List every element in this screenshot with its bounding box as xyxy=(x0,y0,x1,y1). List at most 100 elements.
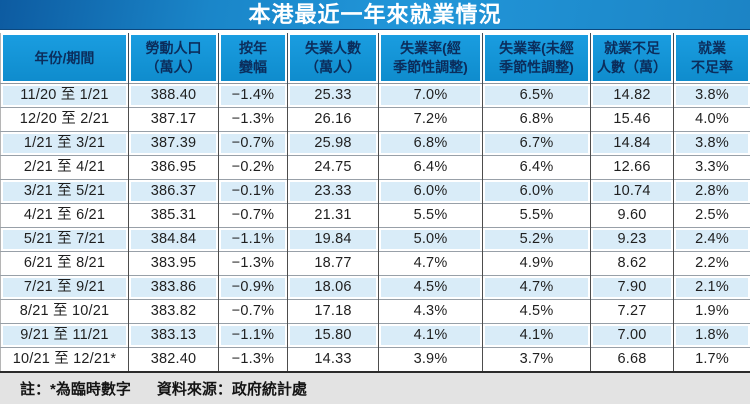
header-row: 年份/期間 勞動人口 （萬人） 按年 變幅 失業人數 （萬人） 失業率(經 季節性調整)… xyxy=(0,33,750,84)
header-cell: 年份/期間 xyxy=(0,33,129,84)
table-cell: −1.1% xyxy=(218,323,288,348)
table-cell: 8.62 xyxy=(590,251,674,276)
table-cell: −0.1% xyxy=(218,179,288,204)
table-cell: 2.4% xyxy=(673,227,750,252)
table-cell: 388.40 xyxy=(128,83,219,108)
table-cell: 7.27 xyxy=(590,299,674,324)
table-cell: −0.2% xyxy=(218,155,288,180)
table-cell: 3.3% xyxy=(673,155,750,180)
table-cell: 6.4% xyxy=(378,155,483,180)
header-cell: 就業不足 人數（萬） xyxy=(590,33,674,84)
table-row: 3/21 至 5/21 386.37 −0.1% 23.33 6.0% 6.0% 10.74… xyxy=(0,179,750,204)
header-cell: 就業 不足率 xyxy=(673,33,750,84)
table-cell: 1.9% xyxy=(673,299,750,324)
table-cell: 4/21 至 6/21 xyxy=(0,203,129,228)
table-cell: 382.40 xyxy=(128,347,219,372)
table-cell: 23.33 xyxy=(287,179,379,204)
page-title: 本港最近一年來就業情況 xyxy=(248,1,502,27)
table-cell: 4.5% xyxy=(378,275,483,300)
table-row: 2/21 至 4/21 386.95 −0.2% 24.75 6.4% 6.4% 12.66… xyxy=(0,155,750,180)
table-cell: 17.18 xyxy=(287,299,379,324)
table-cell: 3.9% xyxy=(378,347,483,372)
table-cell: 7.2% xyxy=(378,107,483,132)
table-cell: 5/21 至 7/21 xyxy=(0,227,129,252)
table-header: 年份/期間 勞動人口 （萬人） 按年 變幅 失業人數 （萬人） 失業率(經 季節性調整)… xyxy=(0,33,750,84)
table-cell: −1.3% xyxy=(218,347,288,372)
table-cell: 383.82 xyxy=(128,299,219,324)
table-row: 5/21 至 7/21 384.84 −1.1% 19.84 5.0% 5.2% 9.23 2… xyxy=(0,227,750,252)
table-row: 11/20 至 1/21 388.40 −1.4% 25.33 7.0% 6.5% 14.8… xyxy=(0,83,750,108)
table-cell: 19.84 xyxy=(287,227,379,252)
table-cell: 18.06 xyxy=(287,275,379,300)
table-cell: 4.7% xyxy=(378,251,483,276)
table-footer: 註：*為臨時數字 資料來源：政府統計處 xyxy=(0,373,750,404)
table-cell: 7.90 xyxy=(590,275,674,300)
table-cell: 2.5% xyxy=(673,203,750,228)
table-cell: 3/21 至 5/21 xyxy=(0,179,129,204)
table-cell: −0.7% xyxy=(218,203,288,228)
table-cell: 383.95 xyxy=(128,251,219,276)
table-cell: 4.9% xyxy=(482,251,591,276)
table-cell: 5.5% xyxy=(378,203,483,228)
table-cell: 6.8% xyxy=(482,107,591,132)
table-cell: 6/21 至 8/21 xyxy=(0,251,129,276)
table-cell: 387.17 xyxy=(128,107,219,132)
table-cell: 383.13 xyxy=(128,323,219,348)
table-cell: 18.77 xyxy=(287,251,379,276)
table-cell: −1.1% xyxy=(218,227,288,252)
table-cell: 5.5% xyxy=(482,203,591,228)
table-cell: −1.3% xyxy=(218,251,288,276)
table-row: 12/20 至 2/21 387.17 −1.3% 26.16 7.2% 6.8% 15.4… xyxy=(0,107,750,132)
table-cell: 4.0% xyxy=(673,107,750,132)
table-row: 4/21 至 6/21 385.31 −0.7% 21.31 5.5% 5.5% 9.60 2… xyxy=(0,203,750,228)
table-cell: 386.95 xyxy=(128,155,219,180)
table-cell: 14.82 xyxy=(590,83,674,108)
table-cell: 2.1% xyxy=(673,275,750,300)
header-cell: 失業人數 （萬人） xyxy=(287,33,379,84)
title-bar: 本港最近一年來就業情況 xyxy=(0,0,750,30)
table-cell: 4.7% xyxy=(482,275,591,300)
table-cell: 14.84 xyxy=(590,131,674,156)
table-cell: 12/20 至 2/21 xyxy=(0,107,129,132)
table-cell: 9.60 xyxy=(590,203,674,228)
table-cell: 385.31 xyxy=(128,203,219,228)
table-cell: 8/21 至 10/21 xyxy=(0,299,129,324)
table-cell: −0.7% xyxy=(218,299,288,324)
table-cell: 6.4% xyxy=(482,155,591,180)
table-cell: 6.7% xyxy=(482,131,591,156)
table-cell: 384.84 xyxy=(128,227,219,252)
table-cell: 1.8% xyxy=(673,323,750,348)
table-cell: 7.0% xyxy=(378,83,483,108)
header-cell: 失業率(未經 季節性調整) xyxy=(482,33,591,84)
header-cell: 勞動人口 （萬人） xyxy=(128,33,219,84)
table-cell: −1.3% xyxy=(218,107,288,132)
table-cell: 9/21 至 11/21 xyxy=(0,323,129,348)
table-cell: 2/21 至 4/21 xyxy=(0,155,129,180)
table-row: 6/21 至 8/21 383.95 −1.3% 18.77 4.7% 4.9% 8.62 2… xyxy=(0,251,750,276)
table-cell: 10.74 xyxy=(590,179,674,204)
table-cell: 15.46 xyxy=(590,107,674,132)
table-cell: 11/20 至 1/21 xyxy=(0,83,129,108)
table-cell: 3.8% xyxy=(673,131,750,156)
table-cell: 5.2% xyxy=(482,227,591,252)
table-cell: 7/21 至 9/21 xyxy=(0,275,129,300)
data-source: 資料來源：政府統計處 xyxy=(156,381,307,398)
table-cell: 1.7% xyxy=(673,347,750,372)
table-cell: 2.2% xyxy=(673,251,750,276)
table-cell: 2.8% xyxy=(673,179,750,204)
table-cell: 5.0% xyxy=(378,227,483,252)
table-cell: 10/21 至 12/21* xyxy=(0,347,129,372)
table-cell: 24.75 xyxy=(287,155,379,180)
table-cell: 15.80 xyxy=(287,323,379,348)
table-cell: 3.7% xyxy=(482,347,591,372)
table-cell: −0.7% xyxy=(218,131,288,156)
table-cell: 12.66 xyxy=(590,155,674,180)
table-cell: 3.8% xyxy=(673,83,750,108)
table-cell: −1.4% xyxy=(218,83,288,108)
table-cell: 14.33 xyxy=(287,347,379,372)
table-cell: 4.3% xyxy=(378,299,483,324)
table-row: 10/21 至 12/21* 382.40 −1.3% 14.33 3.9% 3.7% 6.… xyxy=(0,347,750,372)
table-cell: 21.31 xyxy=(287,203,379,228)
title-header-gap xyxy=(0,30,750,33)
